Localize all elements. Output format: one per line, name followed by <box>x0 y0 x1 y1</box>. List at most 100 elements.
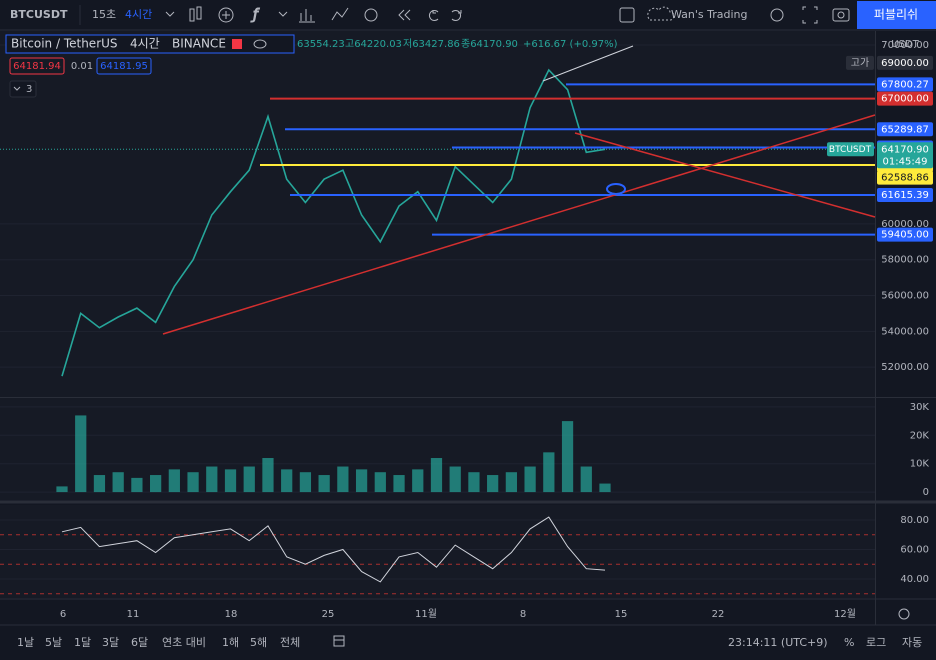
y-tick-label: 60.00 <box>900 545 929 556</box>
data-layer: 70000.00 60000.00 58000.00 56000.00 54000.00… <box>0 39 933 620</box>
trend-line[interactable] <box>574 132 876 218</box>
volume-bar <box>318 475 330 493</box>
indicator-count[interactable]: 3 <box>26 84 32 95</box>
countdown: 01:45:49 <box>883 156 928 167</box>
range-button[interactable]: 6달 <box>131 636 148 649</box>
eye-icon[interactable] <box>253 39 267 49</box>
level-label: 67000.00 <box>881 94 929 105</box>
circle-drawing[interactable] <box>606 183 626 195</box>
publish-button[interactable] <box>857 1 936 29</box>
high-name: 고가 <box>851 57 869 69</box>
candle-icon[interactable] <box>196 6 202 20</box>
volume-bar <box>243 466 255 493</box>
scale-option[interactable]: % <box>844 636 854 649</box>
volume-bar <box>56 486 68 493</box>
settings-icon[interactable] <box>770 8 784 22</box>
range-button[interactable]: 1해 <box>222 635 239 649</box>
y-tick-label: 58000.00 <box>881 255 929 266</box>
time-label: 11월 <box>415 608 437 620</box>
high-name-tag <box>846 55 874 70</box>
volume-bar <box>543 452 555 493</box>
volume-bar <box>524 466 536 493</box>
undo-icon[interactable] <box>429 10 439 21</box>
interval[interactable]: 4시간 <box>125 8 152 21</box>
time-label: 12월 <box>834 608 856 620</box>
volume-bar <box>93 475 106 493</box>
trend-line[interactable] <box>162 114 876 335</box>
high-label: 69000.00 <box>881 58 929 69</box>
publish-label[interactable]: 퍼블리쉬 <box>874 8 918 22</box>
legend-box[interactable] <box>5 34 295 54</box>
lens <box>837 11 845 19</box>
bid-box[interactable] <box>9 57 65 75</box>
snapshot-icon[interactable] <box>832 8 850 22</box>
plus <box>222 11 230 19</box>
legend-exchange: BINANCE <box>172 37 226 51</box>
time-label: 8 <box>520 609 526 620</box>
level-tag <box>877 122 933 137</box>
range-button[interactable]: 5날 <box>45 636 62 649</box>
level-tag <box>877 227 933 242</box>
fx-icon[interactable]: ƒ <box>250 7 261 24</box>
level-tag <box>877 91 933 106</box>
y-tick-label: 54000.00 <box>881 326 929 337</box>
level-label: 67800.27 <box>881 79 929 90</box>
volume-bar <box>150 475 162 493</box>
y-tick-label: 10K <box>910 459 930 470</box>
scale-option[interactable]: 로그 <box>866 636 886 649</box>
volume-bar <box>449 466 461 493</box>
level-tag <box>877 77 933 92</box>
interval[interactable]: 15초 <box>92 8 116 21</box>
alert-icon[interactable] <box>364 8 378 22</box>
add-indicator-icon[interactable] <box>218 7 234 23</box>
indicator-toggle[interactable] <box>9 80 37 98</box>
volume-bar <box>299 472 312 493</box>
replay-icon[interactable] <box>398 9 411 21</box>
symbol[interactable]: BTCUSDT <box>10 8 68 21</box>
range-button[interactable]: 1날 <box>17 636 34 649</box>
last-name: BTCUSDT <box>829 145 872 155</box>
volume-bar <box>262 458 274 493</box>
high-tag <box>877 55 933 70</box>
range-button[interactable]: 5해 <box>250 635 267 649</box>
rsi-pane <box>0 505 875 598</box>
compare-icon[interactable] <box>331 7 349 21</box>
date-range-icon[interactable] <box>333 635 345 647</box>
volume-bar <box>131 477 143 493</box>
bars-icon[interactable] <box>299 9 315 23</box>
time-label: 11 <box>127 609 140 620</box>
redo-icon[interactable] <box>451 10 462 21</box>
ohlc-value: 고64220.03 <box>345 39 402 50</box>
candle-icon[interactable] <box>189 8 195 22</box>
currency-label: USDT <box>891 39 919 50</box>
legend-title: Bitcoin / TetherUS <box>11 37 118 51</box>
range-button[interactable]: 1달 <box>74 636 91 649</box>
trend-line[interactable] <box>542 45 634 82</box>
fullscreen-icon[interactable] <box>802 6 818 24</box>
volume-bar <box>430 458 443 493</box>
time-label: 6 <box>60 609 66 620</box>
scale-option[interactable]: 자동 <box>902 636 922 649</box>
volume-bar <box>599 483 611 493</box>
rsi-line <box>61 516 606 583</box>
ask[interactable]: 64181.95 <box>100 61 148 72</box>
range-button[interactable]: 3달 <box>102 636 119 649</box>
scale-settings-icon[interactable] <box>898 608 910 620</box>
level-tag <box>877 170 933 185</box>
legend-interval: 4시간 <box>130 37 160 51</box>
range-button[interactable]: 전체 <box>280 636 300 649</box>
dropdown-icon[interactable] <box>278 11 288 17</box>
level-label: 61615.39 <box>881 190 929 201</box>
ohlc-value: +616.67 (+0.97%) <box>523 39 618 50</box>
clock: 23:14:11 (UTC+9) <box>728 636 828 649</box>
layout-icon[interactable] <box>619 7 635 23</box>
y-tick-label: 20K <box>910 430 930 441</box>
y-tick-label: 80.00 <box>900 515 929 526</box>
dropdown-icon[interactable] <box>165 11 175 17</box>
volume-bar <box>224 469 237 493</box>
bid[interactable]: 64181.94 <box>13 61 61 72</box>
ohlc-value: 저63427.86 <box>403 38 460 50</box>
range-button[interactable]: 연초 대비 <box>162 636 206 649</box>
ask-box[interactable] <box>96 57 152 75</box>
layout-name[interactable]: Wan's Trading <box>671 8 748 21</box>
